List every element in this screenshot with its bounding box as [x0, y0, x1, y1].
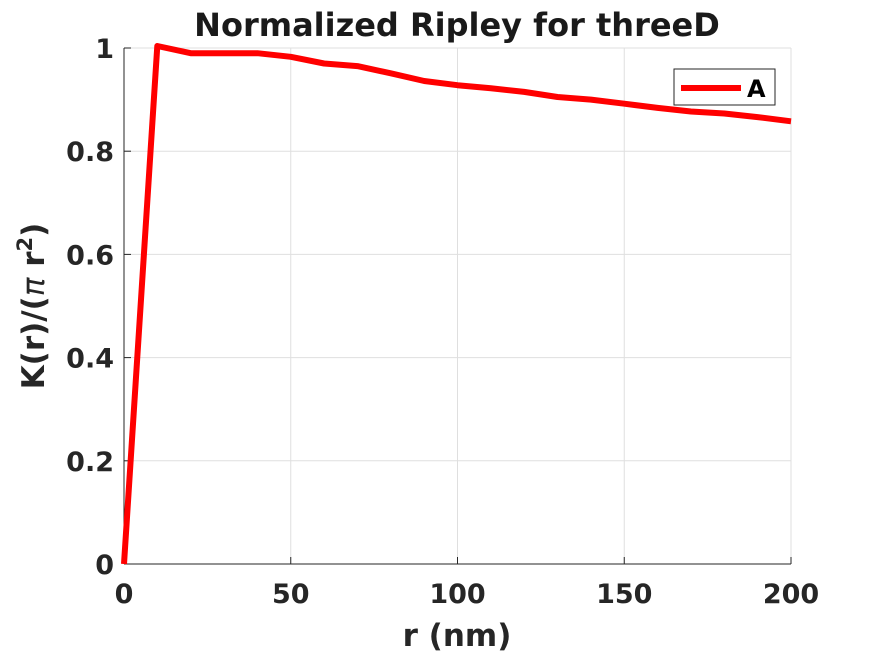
chart-title: Normalized Ripley for threeD — [194, 6, 720, 44]
y-label-superscript: 2 — [13, 237, 37, 252]
x-tick-label-1: 50 — [272, 579, 310, 610]
series-layer — [121, 43, 792, 565]
legend-label-a: A — [747, 75, 766, 103]
grid-lines — [123, 47, 792, 565]
series-line-a — [121, 43, 792, 565]
x-axis-label: r (nm) — [403, 618, 512, 654]
y-label-part-3: ) — [16, 223, 52, 237]
y-tick-label-5: 1 — [95, 34, 114, 65]
x-axis-ticks: 0 50 100 150 200 — [115, 557, 819, 610]
y-tick-label-4: 0.8 — [66, 137, 114, 168]
y-tick-label-3: 0.6 — [66, 240, 114, 271]
y-tick-label-2: 0.4 — [66, 344, 114, 375]
x-tick-label-3: 150 — [596, 579, 652, 610]
y-axis-ticks: 0 0.2 0.4 0.6 0.8 1 — [66, 34, 131, 581]
y-tick-label-1: 0.2 — [66, 447, 114, 478]
legend: A — [673, 68, 776, 106]
x-tick-label-2: 100 — [429, 579, 485, 610]
x-tick-label-0: 0 — [115, 579, 134, 610]
y-tick-label-0: 0 — [95, 550, 114, 581]
y-axis-label: K(r)/(π r2) — [13, 223, 52, 390]
y-label-part-1: K(r)/( — [16, 296, 52, 389]
x-tick-label-4: 200 — [763, 579, 819, 610]
y-label-part-2: r — [16, 251, 52, 278]
y-label-pi: π — [16, 276, 52, 296]
